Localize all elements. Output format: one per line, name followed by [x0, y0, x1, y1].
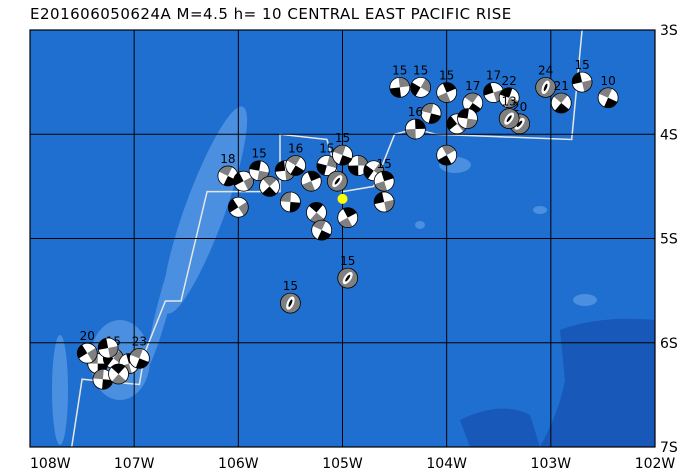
focal-mechanism: 15: [332, 131, 353, 166]
focal-mechanism: [457, 108, 478, 130]
mechanism-depth-label: 16: [288, 142, 303, 156]
mechanism-depth-label: 22: [502, 74, 517, 88]
focal-mechanism: 15: [248, 147, 270, 182]
focal-mechanism: [233, 170, 254, 192]
epicenter-marker: [337, 193, 348, 204]
focal-mechanism: 24: [535, 63, 557, 98]
focal-mechanism: [420, 103, 442, 124]
mechanism-depth-label: 15: [340, 254, 355, 268]
map-title: E201606050624A M=4.5 h= 10 CENTRAL EAST …: [30, 5, 512, 23]
focal-mechanism: [97, 337, 119, 359]
mechanism-depth-label: 15: [319, 142, 334, 156]
mechanism-depth-label: 17: [465, 79, 480, 93]
focal-mechanism: 10: [597, 74, 619, 109]
mechanism-depth-label: 20: [512, 100, 527, 114]
mechanism-depth-label: 15: [377, 157, 392, 171]
mechanism-depth-label: 17: [486, 69, 501, 83]
lon-tick-label: 107W: [114, 456, 155, 472]
focal-mechanism: [363, 160, 385, 182]
focal-mechanism: 15: [410, 63, 432, 98]
lon-tick-label: 102W: [635, 456, 676, 472]
mechanism-depth-label: 23: [132, 334, 147, 348]
focal-mechanism: 15: [337, 254, 359, 289]
mechanism-depth-label: 15: [252, 147, 267, 161]
focal-mechanism: 13: [498, 95, 520, 130]
focal-mechanism: [227, 196, 249, 218]
focal-mechanism: [311, 219, 333, 241]
focal-mechanism: 15: [373, 157, 395, 192]
graticule: [30, 30, 655, 447]
lon-tick-label: 103W: [531, 456, 572, 472]
map-frame: [29, 29, 656, 448]
focal-mechanism: 20: [509, 100, 530, 135]
mechanism-depth-label: 15: [413, 63, 428, 77]
mechanism-depth-label: 13: [502, 95, 517, 109]
mechanism-depth-label: 16: [408, 105, 423, 119]
focal-mechanism: 15: [389, 63, 411, 98]
lat-tick-label: 6S: [660, 336, 678, 352]
focal-mechanism: [306, 202, 327, 223]
focal-mechanism: [436, 144, 458, 166]
lat-tick-label: 4S: [660, 127, 678, 143]
focal-mechanism: 17: [462, 79, 484, 114]
bathymetry-deep: [460, 318, 655, 447]
mechanism-depth-label: 15: [392, 63, 407, 77]
focal-mechanism: [337, 207, 359, 229]
focal-mechanism: [92, 368, 114, 390]
mechanism-depth-label: 24: [538, 63, 553, 77]
focal-mechanism: 17: [483, 69, 504, 103]
focal-mechanism: 16: [405, 105, 426, 140]
mechanism-depth-label: 15: [439, 69, 454, 83]
mechanism-depth-label: 15: [335, 131, 350, 145]
lon-tick-label: 104W: [426, 456, 467, 472]
lat-tick-label: 3S: [660, 23, 678, 39]
mechanism-depth-label: 21: [554, 79, 569, 93]
mechanism-depth-label: 15: [283, 279, 298, 293]
mechanism-depth-label: 18: [220, 152, 235, 166]
focal-mechanism: 20: [76, 329, 98, 364]
focal-mechanism: 22: [498, 74, 520, 109]
focal-mechanism: [280, 191, 301, 213]
lat-tick-label: 7S: [660, 440, 678, 456]
focal-mechanism: 15: [436, 69, 458, 103]
focal-mechanism: 15: [571, 58, 593, 93]
focal-mechanism: 23: [128, 334, 150, 369]
lat-tick-label: 5S: [660, 232, 678, 248]
lon-tick-label: 106W: [218, 456, 259, 472]
focal-mechanism: [373, 191, 395, 213]
focal-mechanism: [300, 170, 322, 192]
focal-mechanism: [326, 170, 348, 192]
focal-mechanism: [108, 363, 129, 385]
mechanism-depth-label: 15: [574, 58, 589, 72]
focal-mechanism: 16: [285, 142, 307, 176]
focal-mechanism: 21: [550, 79, 572, 114]
axis-labels: 108W 107W 106W 105W 104W 103W 102W 3S 4S 5S 6S 7S: [30, 23, 678, 472]
focal-mechanisms: 1523201815161515151515151515161717222024…: [76, 58, 619, 390]
lon-tick-label: 108W: [30, 456, 71, 472]
focal-mechanism: 15: [280, 279, 301, 314]
lon-tick-label: 105W: [322, 456, 363, 472]
focal-mechanism: [259, 175, 280, 197]
mechanism-depth-label: 20: [80, 329, 95, 343]
mechanism-depth-label: 10: [600, 74, 615, 88]
